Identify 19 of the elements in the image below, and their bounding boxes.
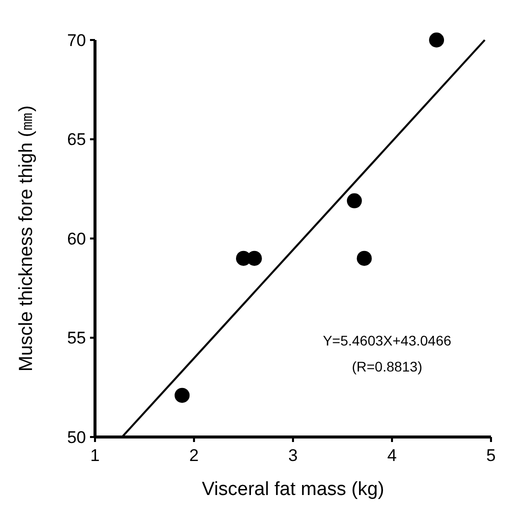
y-tick-label: 70 bbox=[67, 30, 86, 50]
y-tick-label: 55 bbox=[67, 328, 86, 348]
annotation: Y=5.4603X+43.0466 bbox=[322, 332, 452, 349]
point bbox=[429, 32, 444, 48]
y-axis-title: Muscle thickness fore thigh (㎜) bbox=[16, 105, 37, 372]
x-tick-label: 3 bbox=[288, 446, 298, 465]
x-tick-label: 2 bbox=[189, 446, 199, 465]
point bbox=[174, 388, 190, 403]
point bbox=[356, 250, 372, 266]
point bbox=[346, 193, 362, 208]
annotation: (R=0.8813) bbox=[352, 358, 422, 375]
y-tick-label: 65 bbox=[67, 130, 86, 150]
y-tick-label: 60 bbox=[67, 229, 86, 248]
y-tick-label: 50 bbox=[67, 428, 86, 447]
x-tick-label: 5 bbox=[486, 446, 496, 465]
x-axis-title: Visceral fat mass (kg) bbox=[202, 479, 384, 500]
x-tick-label: 4 bbox=[387, 446, 397, 465]
point bbox=[246, 250, 262, 266]
x-tick-label: 1 bbox=[90, 446, 100, 465]
